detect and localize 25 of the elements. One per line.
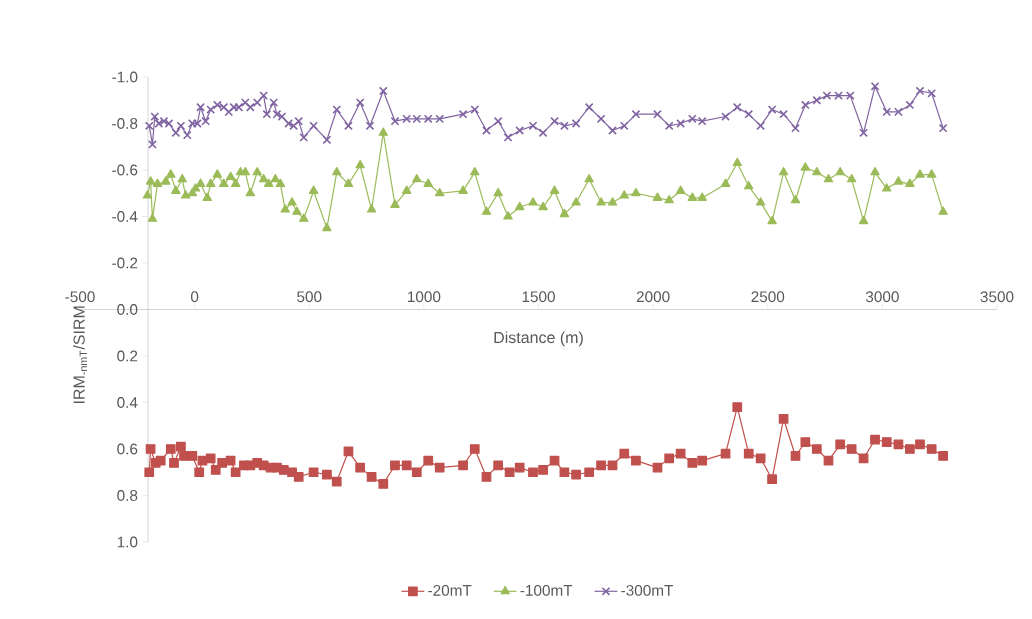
y-tick-label: 0.2 <box>117 350 138 362</box>
y-axis-title: IRM$_{-nmT}$/SIRM <box>73 306 87 404</box>
y-tick-label: -0.6 <box>112 164 138 176</box>
y-tick-label: -0.4 <box>112 211 138 222</box>
x-tick-label: 500 <box>297 291 322 303</box>
x-tick-label: 3000 <box>865 291 899 303</box>
x-tick-label: 0 <box>190 291 199 303</box>
y-tick-label: 1.0 <box>117 536 138 548</box>
y-tick-label: 0.4 <box>117 397 138 408</box>
x-tick-label: 1500 <box>522 291 555 303</box>
y-tick-label: -0.2 <box>112 257 138 269</box>
x-axis-title: Distance (m) <box>494 331 583 347</box>
legend-label: -300mT <box>621 584 674 596</box>
x-tick-label: 3500 <box>980 291 1014 303</box>
y-tick-label: 0.6 <box>117 443 138 455</box>
y-tick-label: 0.8 <box>117 490 138 501</box>
y-tick-label: -1.0 <box>112 71 138 83</box>
legend-label: -100mT <box>520 584 573 596</box>
x-tick-label: 2500 <box>751 291 785 303</box>
x-tick-label: 1000 <box>407 291 441 303</box>
x-tick-label: 2000 <box>636 291 670 303</box>
x-tick-label: -500 <box>65 291 95 303</box>
y-tick-label: -0.8 <box>112 118 138 129</box>
legend-label: -20mT <box>428 584 472 596</box>
y-tick-label: 0.0 <box>117 304 138 315</box>
